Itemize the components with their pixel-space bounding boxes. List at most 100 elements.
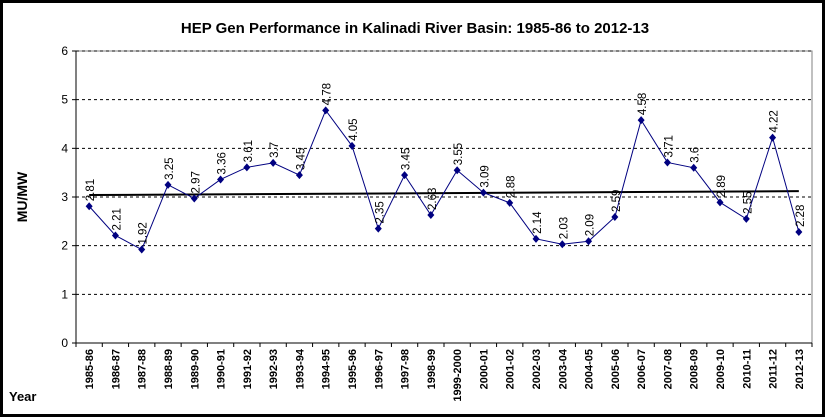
data-point	[269, 158, 277, 167]
data-label: 3.71	[663, 135, 675, 157]
x-tick-label: 1997-98	[400, 349, 412, 389]
data-point	[532, 234, 540, 243]
data-label: 4.58	[637, 93, 649, 115]
x-tick-label: 1999-2000	[452, 349, 464, 402]
data-label: 2.63	[427, 188, 439, 210]
x-tick-label: 2006-07	[636, 349, 648, 389]
data-label: 2.55	[742, 192, 754, 214]
line-chart: 0 1 2 3 4 5 6 1985-86 1986-87 1987-88 1988-89 1989…	[9, 20, 813, 404]
data-label: 1.92	[138, 222, 150, 244]
data-label: 2.81	[85, 179, 97, 201]
data-point	[295, 171, 303, 180]
x-tick-label: 2001-02	[505, 349, 517, 389]
x-tick-label: 1996-97	[373, 349, 385, 389]
data-label: 2.09	[585, 214, 597, 236]
data-label: 2.59	[611, 190, 623, 212]
x-tick-label: 2008-09	[689, 349, 701, 389]
data-point	[742, 214, 750, 223]
x-tick-label: 2011-12	[768, 349, 780, 389]
data-label: 3.36	[217, 152, 229, 174]
y-tick-label: 1	[61, 287, 68, 301]
x-axis-ticks: 1985-86 1986-87 1987-88 1988-89 1989-90 1990-…	[75, 342, 813, 402]
data-label: 3.09	[479, 165, 491, 187]
x-tick-label: 2010-11	[741, 349, 753, 389]
data-point	[585, 237, 593, 246]
y-tick-label: 3	[61, 190, 68, 204]
x-tick-label: 1991-92	[242, 349, 254, 389]
data-point	[322, 106, 330, 115]
series-group	[85, 106, 803, 254]
data-labels-group: 2.81 2.21 1.92 3.25 2.97 3.36 3.61 3.7 3.45 4.78 4…	[85, 83, 807, 245]
x-tick-label: 1985-86	[84, 349, 96, 389]
chart-title: HEP Gen Performance in Kalinadi River Ba…	[181, 20, 649, 37]
data-point	[506, 198, 514, 207]
data-point	[401, 171, 409, 180]
data-point	[453, 166, 461, 175]
data-label: 2.21	[111, 208, 123, 230]
data-point	[85, 202, 93, 211]
y-axis-ticks: 0 1 2 3 4 5 6	[61, 44, 77, 350]
data-point	[348, 141, 356, 150]
data-label: 2.35	[374, 201, 386, 223]
data-label: 4.78	[322, 83, 334, 105]
data-label: 3.7	[269, 142, 281, 158]
gridlines	[76, 50, 812, 295]
data-point	[111, 231, 119, 240]
x-tick-label: 1993-94	[294, 348, 306, 389]
data-point	[769, 133, 777, 142]
x-tick-label: 1998-99	[426, 349, 438, 389]
x-tick-label: 2009-10	[715, 349, 727, 389]
data-label: 3.6	[690, 147, 702, 163]
data-label: 4.22	[769, 110, 781, 132]
data-label: 3.45	[295, 148, 307, 170]
data-point	[190, 194, 198, 203]
x-tick-label: 1995-96	[347, 349, 359, 389]
data-label: 4.05	[348, 119, 360, 141]
x-tick-label: 1992-93	[268, 349, 280, 389]
y-tick-label: 0	[61, 336, 68, 350]
data-point	[558, 240, 566, 249]
data-point	[164, 180, 172, 189]
x-tick-label: 2007-08	[662, 349, 674, 389]
data-point	[427, 211, 435, 220]
series-line	[88, 109, 800, 251]
data-point	[138, 245, 146, 254]
x-tick-label: 1994-95	[321, 349, 333, 389]
y-axis-label: MU/MW	[14, 171, 30, 222]
x-tick-label: 1988-89	[163, 349, 175, 389]
data-point	[795, 228, 803, 237]
data-point	[374, 224, 382, 233]
data-point	[243, 163, 251, 172]
x-tick-label: 2002-03	[531, 349, 543, 389]
y-tick-label: 2	[61, 239, 68, 253]
data-point	[690, 163, 698, 172]
y-tick-label: 4	[61, 141, 68, 155]
data-label: 2.97	[190, 171, 202, 193]
data-label: 2.89	[716, 175, 728, 197]
x-tick-label: 2000-01	[478, 349, 490, 389]
x-tick-label: 1989-90	[189, 349, 201, 389]
y-tick-label: 6	[61, 44, 68, 58]
data-point	[217, 175, 225, 184]
x-tick-label: 1986-87	[110, 349, 122, 389]
data-label: 2.28	[795, 205, 807, 227]
data-label: 2.03	[558, 217, 570, 239]
y-tick-label: 5	[61, 93, 68, 107]
data-point	[663, 158, 671, 167]
data-label: 2.88	[506, 175, 518, 197]
data-label: 3.45	[401, 148, 413, 170]
x-tick-label: 1990-91	[216, 349, 228, 389]
x-axis-label: Year	[9, 389, 36, 404]
x-tick-label: 2012-13	[794, 349, 806, 389]
x-tick-label: 2005-06	[610, 349, 622, 389]
x-tick-label: 2004-05	[584, 349, 596, 389]
x-tick-label: 1987-88	[137, 349, 149, 389]
data-label: 3.25	[164, 157, 176, 179]
data-point	[479, 188, 487, 197]
x-tick-label: 2003-04	[557, 348, 569, 389]
data-point	[611, 212, 619, 221]
data-label: 2.14	[532, 211, 544, 234]
data-label: 3.55	[453, 143, 465, 165]
data-label: 3.61	[243, 140, 255, 162]
